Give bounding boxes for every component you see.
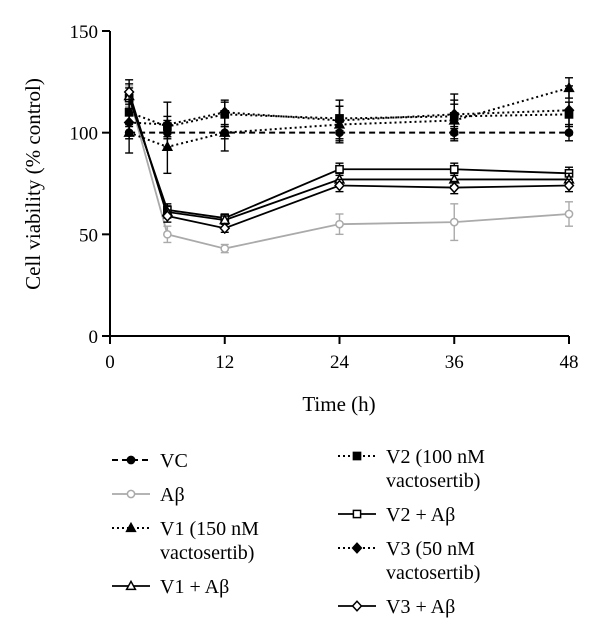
series-v2 <box>124 99 574 138</box>
y-tick-label: 0 <box>89 327 99 348</box>
legend-label-v2: V2 (100 nM <box>386 446 485 468</box>
series-v1ab <box>123 83 575 225</box>
series-line-v3 <box>129 109 570 126</box>
data-point-v1 <box>219 126 231 137</box>
data-point-ab <box>449 217 459 227</box>
data-point-v2ab <box>449 164 459 174</box>
legend-marker-v2 <box>352 451 362 461</box>
y-tick-label: 150 <box>70 22 99 43</box>
legend-label-ab: Aβ <box>160 484 185 506</box>
x-tick-label: 0 <box>105 352 115 373</box>
data-point-v3 <box>334 114 345 127</box>
legend-label-v1: vactosertib) <box>160 542 254 564</box>
legend-label-v3: vactosertib) <box>386 562 480 584</box>
data-point-ab <box>220 244 230 253</box>
data-point-v3ab <box>161 210 173 222</box>
legend-marker-v3ab <box>351 600 363 612</box>
series-v3 <box>123 85 575 148</box>
legend-item-vc: VC <box>112 450 188 472</box>
series-v2ab <box>124 87 574 223</box>
y-tick-label: 50 <box>79 225 98 246</box>
data-point-v3ab <box>219 222 231 235</box>
legend-marker-v2ab <box>352 509 362 519</box>
legend-marker-ab <box>126 489 136 499</box>
legend-label-v3: V3 (50 nM <box>386 538 475 560</box>
legend-item-v3ab: V3 + Aβ <box>338 596 455 618</box>
series-v3ab <box>123 79 575 235</box>
legend-label-v1ab: V1 + Aβ <box>160 576 229 598</box>
x-tick-label: 36 <box>445 352 464 373</box>
series-line-v1 <box>128 86 570 148</box>
legend-label-v1: V1 (150 nM <box>160 518 259 540</box>
data-point-v3ab <box>448 181 460 194</box>
x-tick-label: 12 <box>215 352 234 373</box>
data-point-v3 <box>448 108 460 121</box>
y-tick-label: 100 <box>70 124 99 145</box>
legend-label-v2ab: V2 + Aβ <box>386 504 455 526</box>
x-axis-label: Time (h) <box>302 392 375 416</box>
plot-area <box>123 77 575 254</box>
x-tick-label: 24 <box>330 352 350 373</box>
series-line-v1ab <box>128 95 569 222</box>
series-line-v3ab <box>128 91 570 230</box>
x-tick-label: 48 <box>560 352 579 373</box>
legend-label-v2: vactosertib) <box>386 470 480 492</box>
y-axis-label: Cell viability (% control) <box>21 78 45 290</box>
data-point-v2ab <box>335 164 344 174</box>
series-line-v2ab <box>128 97 570 219</box>
legend-label-v3ab: V3 + Aβ <box>386 596 455 618</box>
legend-marker-v3 <box>351 542 363 554</box>
data-point-v3ab <box>334 179 345 192</box>
data-point-v3 <box>219 106 231 119</box>
series-ab <box>124 85 574 254</box>
legend-marker-vc <box>126 455 136 465</box>
data-point-v3ab <box>123 86 135 98</box>
series-v1 <box>123 77 575 175</box>
data-point-ab <box>335 219 344 229</box>
legend-item-v1ab: V1 + Aβ <box>112 576 229 598</box>
legend-label-vc: VC <box>160 450 188 472</box>
series-line-v2 <box>128 111 570 128</box>
legend-marker-v1 <box>125 521 137 533</box>
data-point-ab <box>163 229 172 239</box>
data-point-v3ab <box>563 179 575 192</box>
legend-item-v2ab: V2 + Aβ <box>338 504 455 526</box>
series-vc <box>124 123 574 142</box>
data-point-v3 <box>563 104 575 117</box>
data-point-v3 <box>161 118 173 131</box>
data-point-ab <box>564 209 574 219</box>
data-point-v3 <box>123 116 135 129</box>
series-line-ab <box>128 95 570 250</box>
legend-marker-v1ab <box>125 579 137 591</box>
axes: 0 50 100 150 0 12 24 36 48 <box>70 22 579 373</box>
legend-item-ab: Aβ <box>112 484 185 506</box>
